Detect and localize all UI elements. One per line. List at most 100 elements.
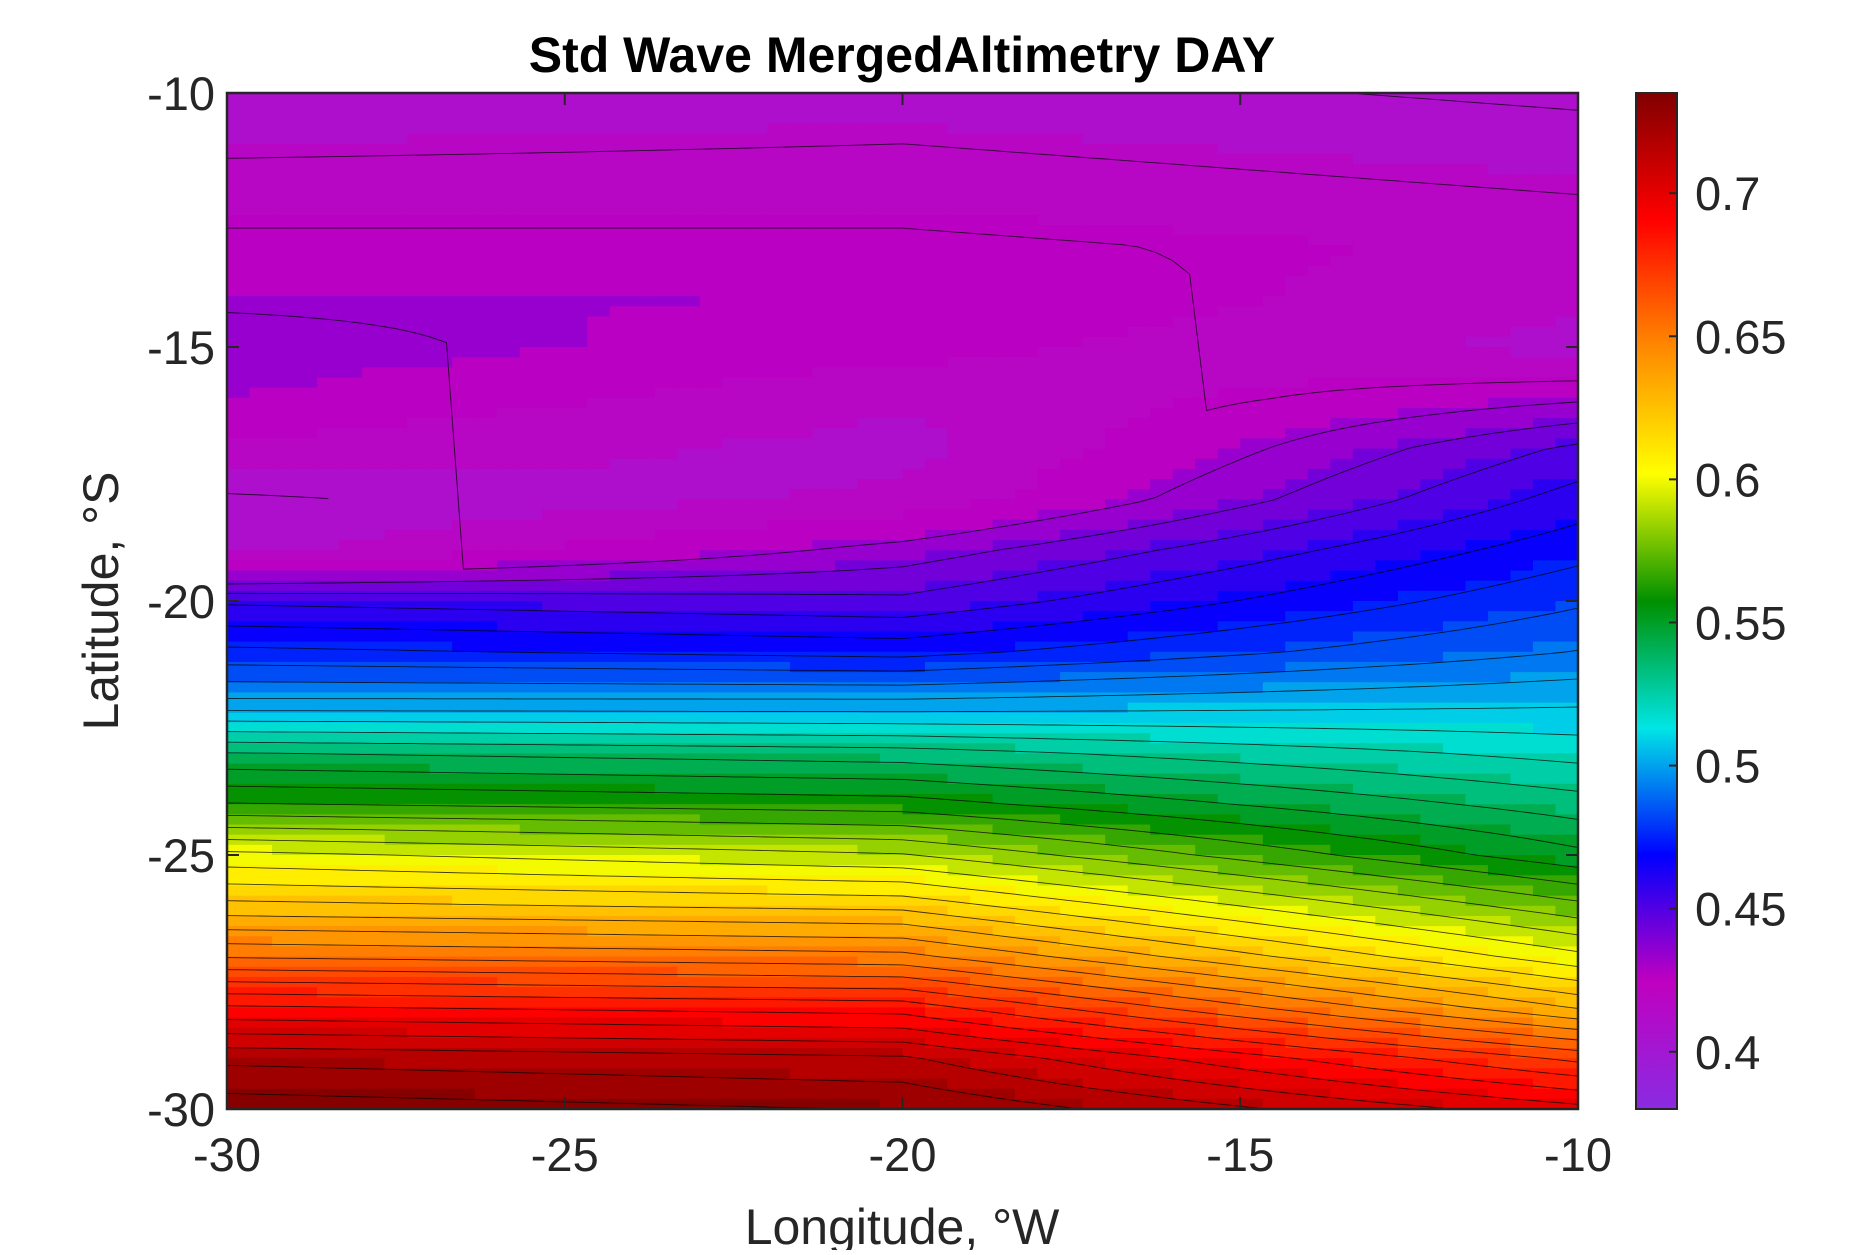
contour-cell bbox=[1465, 834, 1489, 846]
contour-cell bbox=[384, 204, 408, 216]
contour-cell bbox=[632, 905, 656, 917]
contour-cell bbox=[1555, 712, 1578, 724]
contour-cell bbox=[1195, 387, 1219, 399]
contour-cell bbox=[1375, 733, 1399, 744]
contour-cell bbox=[1532, 540, 1557, 551]
contour-cell bbox=[1195, 286, 1219, 297]
contour-cell bbox=[632, 692, 656, 704]
contour-cell bbox=[587, 265, 611, 277]
contour-cell bbox=[249, 753, 273, 765]
contour-cell bbox=[1532, 550, 1557, 561]
contour-cell bbox=[474, 702, 498, 714]
contour-cell bbox=[1262, 601, 1286, 612]
contour-cell bbox=[1465, 580, 1489, 592]
contour-cell bbox=[1532, 194, 1557, 206]
contour-cell bbox=[407, 590, 431, 602]
contour-cell bbox=[677, 347, 701, 358]
contour-cell bbox=[497, 733, 521, 744]
contour-cell bbox=[609, 489, 633, 500]
contour-cell bbox=[1487, 672, 1512, 683]
contour-cell bbox=[339, 651, 363, 663]
contour-cell bbox=[1195, 347, 1219, 358]
contour-cell bbox=[474, 397, 498, 409]
contour-cell bbox=[1375, 702, 1399, 714]
contour-cell bbox=[1375, 214, 1399, 226]
contour-cell bbox=[272, 428, 296, 440]
contour-cell bbox=[1172, 113, 1196, 125]
contour-cell bbox=[294, 763, 318, 775]
contour-cell bbox=[722, 519, 746, 531]
contour-cell bbox=[1420, 143, 1444, 155]
contour-cell bbox=[564, 418, 588, 429]
contour-cell bbox=[1060, 824, 1084, 836]
contour-cell bbox=[834, 712, 859, 724]
contour-cell bbox=[1307, 499, 1331, 511]
contour-cell bbox=[812, 407, 836, 419]
contour-cell bbox=[1375, 326, 1399, 338]
contour-cell bbox=[1150, 194, 1174, 206]
contour-cell bbox=[1375, 113, 1399, 125]
contour-cell bbox=[339, 885, 363, 897]
contour-cell bbox=[879, 743, 904, 754]
contour-cell bbox=[429, 499, 453, 511]
contour-cell bbox=[632, 915, 656, 927]
contour-cell bbox=[294, 509, 318, 521]
contour-cell bbox=[970, 103, 994, 114]
contour-cell bbox=[1082, 794, 1106, 805]
contour-cell bbox=[452, 265, 476, 277]
contour-cell bbox=[1105, 529, 1129, 541]
contour-cell bbox=[992, 377, 1016, 389]
contour-cell bbox=[1150, 794, 1174, 805]
contour-cell bbox=[249, 174, 273, 186]
contour-cell bbox=[632, 143, 656, 155]
contour-cell bbox=[1375, 418, 1399, 429]
contour-cell bbox=[925, 865, 949, 876]
contour-cell bbox=[992, 245, 1016, 257]
contour-cell bbox=[1195, 875, 1219, 887]
contour-cell bbox=[992, 682, 1016, 694]
contour-cell bbox=[812, 316, 836, 328]
contour-cell bbox=[1532, 875, 1557, 887]
contour-cell bbox=[699, 245, 723, 257]
contour-cell bbox=[407, 296, 431, 307]
contour-cell bbox=[1060, 560, 1084, 572]
contour-cell bbox=[249, 479, 273, 490]
contour-cell bbox=[519, 357, 543, 368]
contour-cell bbox=[1105, 428, 1129, 440]
contour-cell bbox=[474, 347, 498, 358]
contour-cell bbox=[452, 418, 476, 429]
contour-cell bbox=[272, 926, 296, 937]
contour-cell bbox=[429, 672, 453, 683]
contour-cell bbox=[1285, 468, 1309, 480]
contour-cell bbox=[384, 865, 408, 876]
contour-cell bbox=[1510, 265, 1534, 277]
contour-cell bbox=[1510, 519, 1534, 531]
contour-cell bbox=[1510, 763, 1534, 775]
contour-cell bbox=[1465, 641, 1489, 653]
contour-cell bbox=[609, 926, 633, 937]
contour-cell bbox=[609, 885, 633, 897]
contour-cell bbox=[992, 743, 1016, 754]
contour-cell bbox=[654, 733, 678, 744]
contour-cell bbox=[902, 286, 926, 297]
contour-cell bbox=[272, 113, 296, 125]
contour-cell bbox=[1420, 621, 1444, 633]
contour-cell bbox=[384, 265, 408, 277]
contour-cell bbox=[317, 133, 341, 145]
contour-cell bbox=[947, 204, 971, 216]
contour-cell bbox=[834, 601, 859, 612]
contour-cell bbox=[609, 255, 633, 267]
contour-cell bbox=[834, 347, 859, 358]
contour-cell bbox=[609, 214, 633, 226]
contour-cell bbox=[654, 438, 678, 450]
contour-cell bbox=[992, 113, 1016, 125]
contour-cell bbox=[1420, 306, 1444, 318]
contour-cell bbox=[339, 804, 363, 815]
contour-cell bbox=[1015, 275, 1039, 287]
contour-cell bbox=[902, 499, 926, 511]
contour-cell bbox=[1487, 895, 1512, 907]
contour-cell bbox=[1082, 895, 1106, 907]
contour-cell bbox=[1217, 733, 1241, 744]
contour-cell bbox=[1352, 235, 1376, 246]
contour-cell bbox=[1420, 265, 1444, 277]
